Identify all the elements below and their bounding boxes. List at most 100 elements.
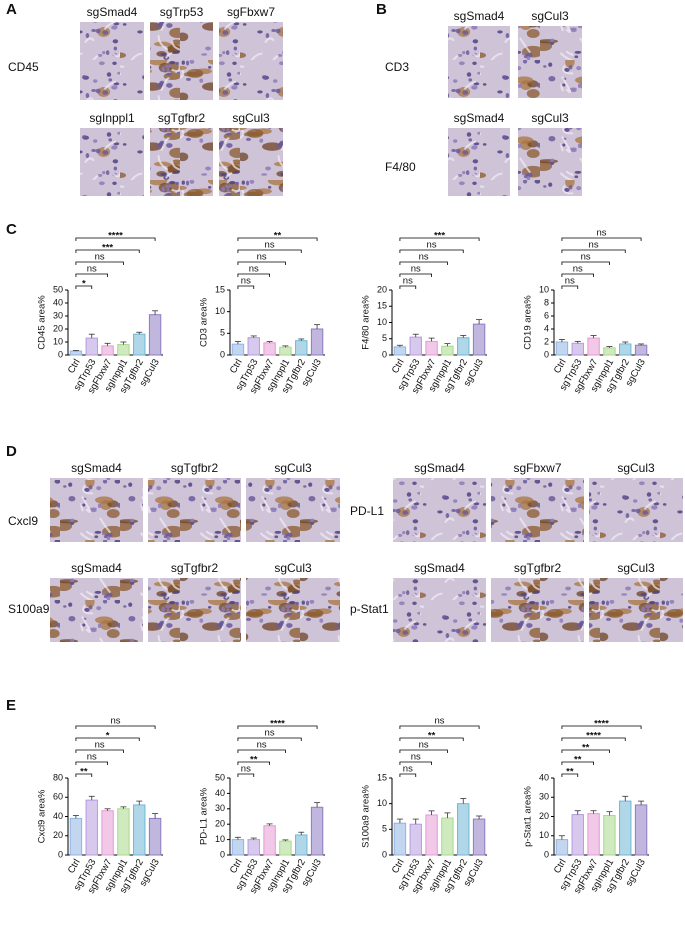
significance-label: ns [110, 716, 120, 727]
y-tick-label: 5 [382, 333, 387, 343]
error-bar [282, 839, 289, 842]
image-label: sgCul3 [531, 111, 569, 125]
significance-label: ns [241, 276, 251, 287]
error-bar [234, 836, 241, 840]
y-tick-label: 40 [215, 788, 225, 798]
y-tick-label: 5 [382, 824, 387, 834]
image-label: sgSmad4 [414, 461, 465, 475]
bar [634, 344, 648, 356]
significance-label: *** [102, 243, 113, 254]
bar [263, 342, 276, 356]
bar-chart: PD-L1 area%01020304050CtrlsgTrp53sgFbxw7… [199, 719, 325, 896]
significance-label: ns [257, 252, 267, 263]
bar [619, 343, 632, 356]
significance-bracket [237, 285, 255, 289]
image-label: sgTgfbr2 [171, 461, 219, 475]
y-tick-label: 50 [215, 772, 225, 782]
bar [472, 323, 486, 356]
bar-chart: CD19 area%0246810CtrlsgTrp53sgFbxw7sgInp… [523, 228, 649, 396]
error-bar [72, 815, 79, 819]
significance-bracket [399, 237, 480, 241]
error-bar [72, 350, 79, 352]
micrograph [246, 578, 340, 642]
bar [133, 804, 146, 856]
bar-chart: F4/80 area%05101520CtrlsgTrp53sgFbxw7sgI… [361, 231, 487, 396]
y-tick-label: 2 [544, 336, 549, 346]
y-tick-label: 10 [215, 306, 225, 316]
y-tick-label: 20 [53, 323, 63, 333]
significance-bracket [237, 749, 286, 753]
error-bar [282, 345, 289, 348]
y-tick-label: 5 [220, 328, 225, 338]
error-bar [266, 823, 273, 826]
significance-bracket [399, 285, 417, 289]
significance-label: ns [434, 716, 444, 727]
significance-bracket [399, 273, 432, 277]
y-tick-label: 8 [544, 297, 549, 307]
image-label: sgCul3 [617, 561, 655, 575]
error-bar [558, 338, 565, 342]
error-bar [574, 340, 581, 344]
micrograph [448, 26, 510, 98]
y-tick-label: 60 [53, 792, 63, 802]
stain-label: F4/80 [385, 160, 416, 174]
error-bar [152, 813, 159, 819]
micrograph [219, 22, 283, 100]
significance-label: ** [250, 755, 258, 766]
image-label: sgSmad4 [71, 461, 122, 475]
significance-bracket [75, 285, 93, 289]
bar [101, 345, 114, 356]
significance-bracket [75, 261, 124, 265]
bar [634, 804, 648, 856]
significance-label: ns [257, 740, 267, 751]
image-label: sgCul3 [232, 111, 270, 125]
error-bar [412, 333, 419, 338]
image-label: sgSmad4 [414, 561, 465, 575]
significance-label: ns [427, 240, 437, 251]
y-tick-label: 0 [544, 349, 549, 359]
significance-bracket [399, 249, 464, 253]
y-tick-label: 15 [377, 301, 387, 311]
significance-bracket [75, 749, 124, 753]
significance-bracket [399, 773, 417, 777]
significance-label: ns [403, 276, 413, 287]
y-tick-label: 0 [220, 849, 225, 859]
significance-bracket [237, 273, 270, 277]
error-bar [412, 818, 419, 825]
micrograph [80, 128, 144, 196]
error-bar [476, 319, 483, 325]
error-bar [460, 335, 467, 338]
significance-label: **** [594, 719, 609, 730]
bar [587, 337, 600, 356]
y-tick-label: 10 [377, 317, 387, 327]
bar [393, 346, 407, 356]
y-tick-label: 0 [382, 849, 387, 859]
error-bar [622, 341, 629, 344]
significance-bracket [237, 737, 302, 741]
error-bar [606, 811, 613, 816]
bar [295, 340, 308, 356]
stain-label: CD3 [385, 60, 409, 74]
bar [571, 814, 584, 856]
bar [231, 343, 245, 356]
stain-label: S100a9 [8, 602, 50, 616]
micrograph [518, 26, 582, 98]
image-label: sgSmad4 [454, 111, 505, 125]
error-bar [88, 795, 95, 801]
bar [587, 813, 600, 856]
micrograph [148, 578, 241, 642]
bar [555, 341, 569, 356]
error-bar [558, 835, 565, 840]
bar [457, 337, 470, 356]
y-axis-label: p-Stat1 area% [523, 786, 534, 847]
bar [393, 822, 407, 856]
y-tick-label: 0 [58, 849, 63, 859]
micrograph [148, 478, 241, 542]
y-tick-label: 30 [215, 803, 225, 813]
error-bar [250, 335, 257, 338]
error-bar [638, 800, 645, 805]
y-tick-label: 10 [215, 834, 225, 844]
y-tick-label: 20 [377, 284, 387, 294]
bar [85, 799, 98, 856]
bar-chart: CD3 area%051015CtrlsgTrp53sgFbxw7sgInppl… [199, 231, 325, 396]
